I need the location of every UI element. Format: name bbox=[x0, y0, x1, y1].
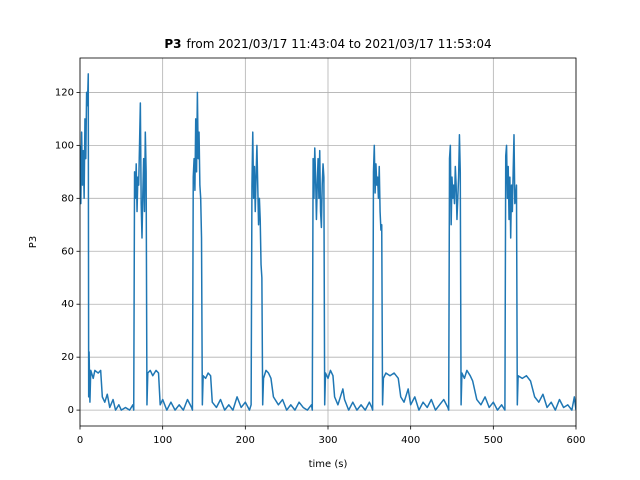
x-axis-label: time (s) bbox=[309, 459, 348, 470]
y-tick-label: 40 bbox=[61, 299, 74, 310]
y-tick-label: 100 bbox=[55, 140, 74, 151]
x-tick-label: 100 bbox=[153, 435, 172, 446]
y-tick-label: 0 bbox=[68, 405, 74, 416]
x-tick-label: 0 bbox=[77, 435, 83, 446]
y-axis-label: P3 bbox=[28, 236, 39, 248]
x-tick-label: 300 bbox=[318, 435, 337, 446]
data-line bbox=[80, 73, 576, 411]
x-tick-label: 400 bbox=[401, 435, 420, 446]
y-tick-label: 80 bbox=[61, 193, 74, 204]
y-tick-label: 120 bbox=[55, 87, 74, 98]
title-text: from 2021/03/17 11:43:04 to 2021/03/17 1… bbox=[186, 37, 491, 51]
y-tick-label: 60 bbox=[61, 246, 74, 257]
title-prefix: P3 bbox=[164, 37, 181, 51]
plot-frame bbox=[79, 57, 577, 427]
x-tick-label: 500 bbox=[484, 435, 503, 446]
x-tick-label: 600 bbox=[566, 435, 585, 446]
x-tick-label: 200 bbox=[236, 435, 255, 446]
y-tick-label: 20 bbox=[61, 352, 74, 363]
chart-title: P3 from 2021/03/17 11:43:04 to 2021/03/17… bbox=[164, 37, 491, 51]
